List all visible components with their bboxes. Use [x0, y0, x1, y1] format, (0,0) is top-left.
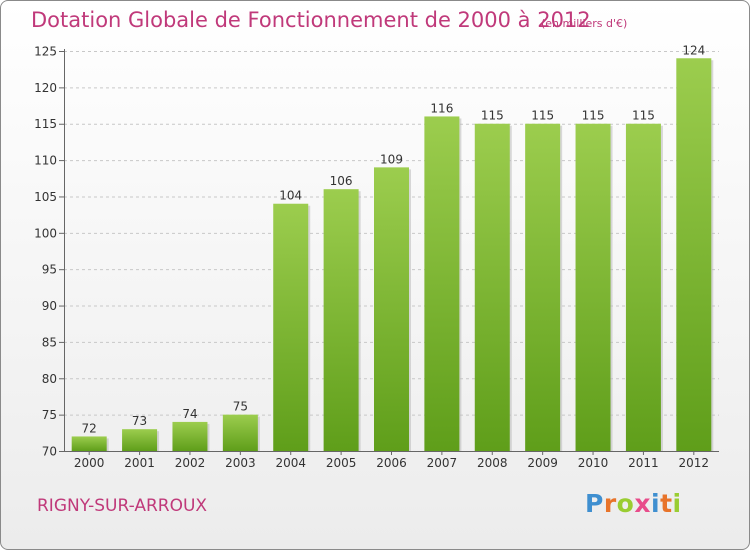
- y-tick-label: 85: [42, 335, 57, 349]
- bar-value-label: 116: [430, 101, 453, 115]
- x-tick-label: 2006: [376, 456, 407, 470]
- y-tick-label: 80: [42, 372, 57, 386]
- bar-value-label: 109: [380, 152, 403, 166]
- bar-value-label: 74: [182, 407, 197, 421]
- bar-value-label: 115: [632, 109, 655, 123]
- logo-letter: t: [660, 489, 673, 518]
- y-tick-label: 115: [34, 117, 57, 131]
- bar: [525, 123, 561, 452]
- bar: [625, 123, 661, 452]
- chart-title: Dotation Globale de Fonctionnement de 20…: [31, 8, 591, 32]
- bar-value-label: 124: [682, 43, 705, 57]
- bar: [273, 203, 309, 451]
- x-tick-label: 2004: [275, 456, 306, 470]
- y-tick-label: 75: [42, 408, 57, 422]
- x-tick-label: 2002: [175, 456, 206, 470]
- bar: [474, 123, 510, 452]
- y-tick-label: 125: [34, 45, 57, 59]
- x-tick-label: 2009: [527, 456, 558, 470]
- y-tick-label: 90: [42, 299, 57, 313]
- bar: [323, 189, 359, 451]
- y-tick-labels: 70 75 80 85 90 95 100 105 110 115 120 125: [34, 45, 57, 459]
- bar: [172, 421, 208, 451]
- y-tick-label: 70: [42, 445, 57, 459]
- bar: [374, 167, 409, 451]
- x-tick-label: 2011: [628, 456, 659, 470]
- bar: [676, 58, 712, 451]
- bar-value-label: 106: [330, 174, 353, 188]
- y-tick-label: 120: [34, 81, 57, 95]
- bar-value-label: 73: [132, 414, 147, 428]
- bar-value-labels: 72 73 74 75 104 106 109 116 115 115 115 115 124: [82, 43, 706, 435]
- bar: [222, 414, 258, 451]
- x-tick-label: 2007: [427, 456, 458, 470]
- commune-name: RIGNY-SUR-ARROUX: [37, 496, 208, 516]
- bar: [71, 436, 107, 451]
- y-tick-label: 95: [42, 263, 57, 277]
- y-tick-label: 110: [34, 154, 57, 168]
- y-tick-label: 105: [34, 190, 57, 204]
- y-tick-label: 100: [34, 226, 57, 240]
- logo-letter: o: [616, 489, 635, 518]
- x-tick-label: 2012: [679, 456, 710, 470]
- bar: [424, 116, 460, 452]
- logo-letter: i: [651, 489, 661, 518]
- bar-value-label: 104: [279, 189, 302, 203]
- x-tick-label: 2003: [225, 456, 256, 470]
- bar-value-label: 75: [233, 400, 248, 414]
- bar-value-label: 115: [582, 109, 605, 123]
- x-tick-labels: 2000 2001 2002 2003 2004 2005 2006 2007 2008 2009…: [74, 456, 709, 470]
- x-tick-label: 2000: [74, 456, 105, 470]
- x-tick-label: 2010: [578, 456, 609, 470]
- x-tick-label: 2008: [477, 456, 508, 470]
- chart-subtitle: (en milliers d'€): [541, 17, 628, 30]
- logo-letter: i: [672, 489, 682, 518]
- bar-value-label: 115: [531, 109, 554, 123]
- bar: [122, 429, 158, 451]
- bars: [71, 58, 714, 452]
- x-tick-label: 2005: [326, 456, 357, 470]
- bar-value-label: 72: [82, 421, 97, 435]
- x-tick-label: 2001: [124, 456, 155, 470]
- bar: [575, 123, 611, 452]
- grid-lines: [64, 51, 719, 416]
- proxiti-logo: Proxiti: [585, 489, 682, 518]
- logo-letter: x: [634, 489, 651, 518]
- logo-letter: P: [585, 489, 604, 518]
- logo-letter: r: [603, 489, 617, 518]
- bar-value-label: 115: [481, 109, 504, 123]
- axes: [59, 49, 719, 455]
